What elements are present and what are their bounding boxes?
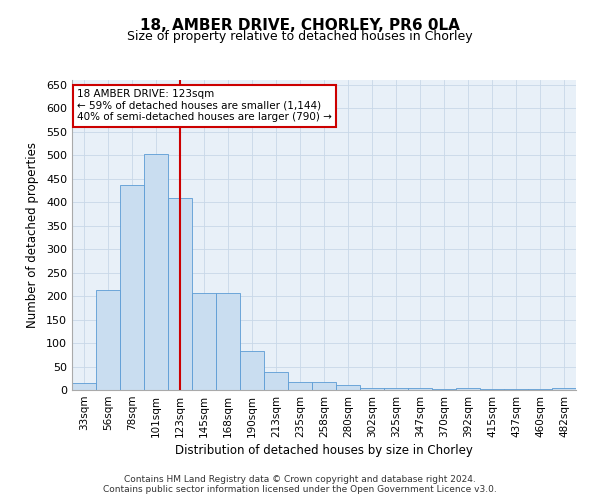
Bar (504, 389, 528, 390)
Bar (360, 388, 384, 390)
Bar (216, 293, 240, 390)
Bar (408, 388, 432, 390)
Bar (72, 383, 96, 390)
Bar (192, 293, 216, 390)
Bar (528, 389, 552, 390)
Text: 18 AMBER DRIVE: 123sqm
← 59% of detached houses are smaller (1,144)
40% of semi-: 18 AMBER DRIVE: 123sqm ← 59% of detached… (77, 90, 332, 122)
Bar (264, 372, 288, 390)
Bar (120, 184, 144, 390)
Bar (384, 388, 408, 390)
Bar (240, 350, 264, 390)
Bar (96, 290, 120, 390)
Bar (312, 382, 336, 390)
Y-axis label: Number of detached properties: Number of detached properties (26, 142, 39, 328)
Bar (336, 386, 360, 390)
Text: 18, AMBER DRIVE, CHORLEY, PR6 0LA: 18, AMBER DRIVE, CHORLEY, PR6 0LA (140, 18, 460, 32)
Bar (480, 389, 504, 390)
Text: Contains HM Land Registry data © Crown copyright and database right 2024.
Contai: Contains HM Land Registry data © Crown c… (103, 474, 497, 494)
Bar (144, 154, 168, 390)
Bar (168, 198, 192, 390)
Bar (552, 388, 576, 390)
Text: Size of property relative to detached houses in Chorley: Size of property relative to detached ho… (127, 30, 473, 43)
X-axis label: Distribution of detached houses by size in Chorley: Distribution of detached houses by size … (175, 444, 473, 457)
Bar (288, 382, 312, 390)
Bar (432, 389, 456, 390)
Bar (456, 388, 480, 390)
